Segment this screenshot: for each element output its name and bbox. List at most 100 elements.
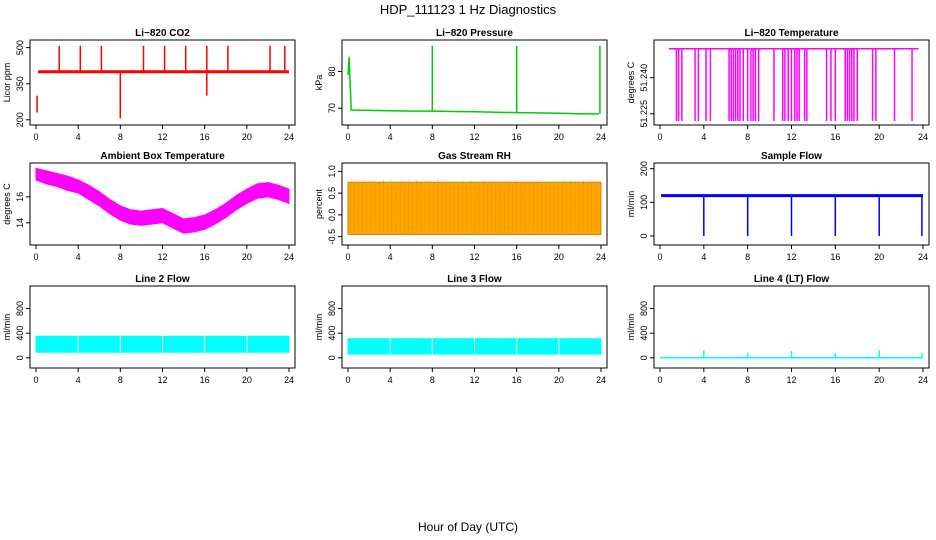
xtick-label-2: 8 <box>118 132 123 142</box>
xtick-label-1: 4 <box>701 375 706 385</box>
xtick-label-5: 20 <box>242 252 252 262</box>
data-layer <box>347 45 601 115</box>
ylabel: kPa <box>314 75 324 91</box>
figure-xlabel: Hour of Day (UTC) <box>418 520 518 534</box>
ylabel: ml/min <box>2 314 12 341</box>
ytick-label-0: 14 <box>15 218 25 228</box>
data-layer <box>661 194 923 236</box>
xtick-label-2: 8 <box>430 252 435 262</box>
xtick-label-6: 24 <box>918 375 928 385</box>
xtick-label-4: 16 <box>830 132 840 142</box>
ytick-label-1: 350 <box>15 76 25 91</box>
panel-title: Line 2 Flow <box>135 274 190 285</box>
series-band <box>35 167 290 234</box>
ytick-label-2: 0.5 <box>327 187 337 200</box>
ytick-label-2: 800 <box>15 301 25 316</box>
xtick-label-3: 12 <box>157 132 167 142</box>
ytick-label-1: 100 <box>639 195 649 210</box>
ytick-label-2: 500 <box>15 40 25 55</box>
xtick-label-5: 20 <box>554 375 564 385</box>
data-layer <box>660 350 923 359</box>
panel-licor_temp: Li−820 Temperature 0 4 8 12 16 20 24 51.225 51.24… <box>626 28 930 142</box>
xtick-label-5: 20 <box>874 252 884 262</box>
xtick-label-6: 24 <box>596 132 606 142</box>
xtick-label-0: 0 <box>657 375 662 385</box>
panel-title: Li−820 CO2 <box>135 28 190 39</box>
ylabel: Licor ppm <box>2 63 12 103</box>
panel-sample_flow: Sample Flow 0 4 8 12 16 20 24 0 100 200 ml/min <box>626 151 930 262</box>
plot-frame <box>341 285 608 369</box>
ytick-label-0: 0 <box>327 355 337 360</box>
xtick-label-5: 20 <box>242 132 252 142</box>
xtick-label-0: 0 <box>345 375 350 385</box>
series-baseline-0 <box>347 56 599 115</box>
xtick-label-3: 12 <box>786 375 796 385</box>
ytick-label-1: 51.240 <box>639 64 649 92</box>
ytick-label-0: 0 <box>15 355 25 360</box>
figure-title: HDP_111123 1 Hz Diagnostics <box>380 2 557 17</box>
xtick-label-6: 24 <box>918 252 928 262</box>
xtick-label-2: 8 <box>745 375 750 385</box>
ytick-label-2: 200 <box>639 161 649 176</box>
data-layer <box>35 167 290 234</box>
ytick-label-0: 51.225 <box>639 100 649 128</box>
xtick-label-1: 4 <box>76 375 81 385</box>
ylabel: ml/min <box>626 191 636 218</box>
ytick-label-0: 0 <box>639 355 649 360</box>
xtick-label-0: 0 <box>33 375 38 385</box>
panel-title: Li−820 Pressure <box>436 28 513 39</box>
xtick-label-1: 4 <box>76 132 81 142</box>
xtick-label-4: 16 <box>512 252 522 262</box>
panel-title: Sample Flow <box>761 151 822 162</box>
data-layer <box>668 48 919 121</box>
panel-title: Line 4 (LT) Flow <box>754 274 830 285</box>
xtick-label-3: 12 <box>786 252 796 262</box>
xtick-label-3: 12 <box>469 252 479 262</box>
xtick-label-1: 4 <box>388 132 393 142</box>
ylabel: ml/min <box>626 314 636 341</box>
xtick-label-6: 24 <box>596 375 606 385</box>
ytick-label-1: 16 <box>15 192 25 202</box>
xtick-label-4: 16 <box>200 252 210 262</box>
ytick-label-0: -0.5 <box>327 229 337 245</box>
ylabel: ml/min <box>314 314 324 341</box>
data-layer <box>347 338 602 355</box>
xtick-label-6: 24 <box>284 375 294 385</box>
data-layer <box>36 45 289 119</box>
xtick-label-4: 16 <box>830 375 840 385</box>
xtick-label-2: 8 <box>745 252 750 262</box>
xtick-label-6: 24 <box>918 132 928 142</box>
xtick-label-2: 8 <box>745 132 750 142</box>
xtick-label-0: 0 <box>345 132 350 142</box>
xtick-label-1: 4 <box>701 132 706 142</box>
panel-title: Line 3 Flow <box>447 274 502 285</box>
xtick-label-3: 12 <box>157 252 167 262</box>
xtick-label-2: 8 <box>118 252 123 262</box>
ytick-label-0: 0 <box>639 233 649 238</box>
xtick-label-6: 24 <box>284 132 294 142</box>
panel-title: Li−820 Temperature <box>744 28 838 39</box>
xtick-label-1: 4 <box>76 252 81 262</box>
xtick-label-3: 12 <box>786 132 796 142</box>
xtick-label-5: 20 <box>554 252 564 262</box>
xtick-label-2: 8 <box>430 375 435 385</box>
xtick-label-5: 20 <box>874 375 884 385</box>
ytick-label-1: 400 <box>15 326 25 341</box>
xtick-label-4: 16 <box>830 252 840 262</box>
xtick-label-0: 0 <box>345 252 350 262</box>
ytick-label-1: 80 <box>327 66 337 76</box>
series-band <box>347 181 602 235</box>
xtick-label-6: 24 <box>284 252 294 262</box>
ylabel: degrees C <box>2 183 12 225</box>
xtick-label-2: 8 <box>118 375 123 385</box>
plot-frame <box>29 162 296 246</box>
ytick-label-1: 400 <box>327 326 337 341</box>
ytick-label-2: 800 <box>327 301 337 316</box>
xtick-label-3: 12 <box>157 375 167 385</box>
xtick-label-4: 16 <box>200 375 210 385</box>
xtick-label-0: 0 <box>33 132 38 142</box>
